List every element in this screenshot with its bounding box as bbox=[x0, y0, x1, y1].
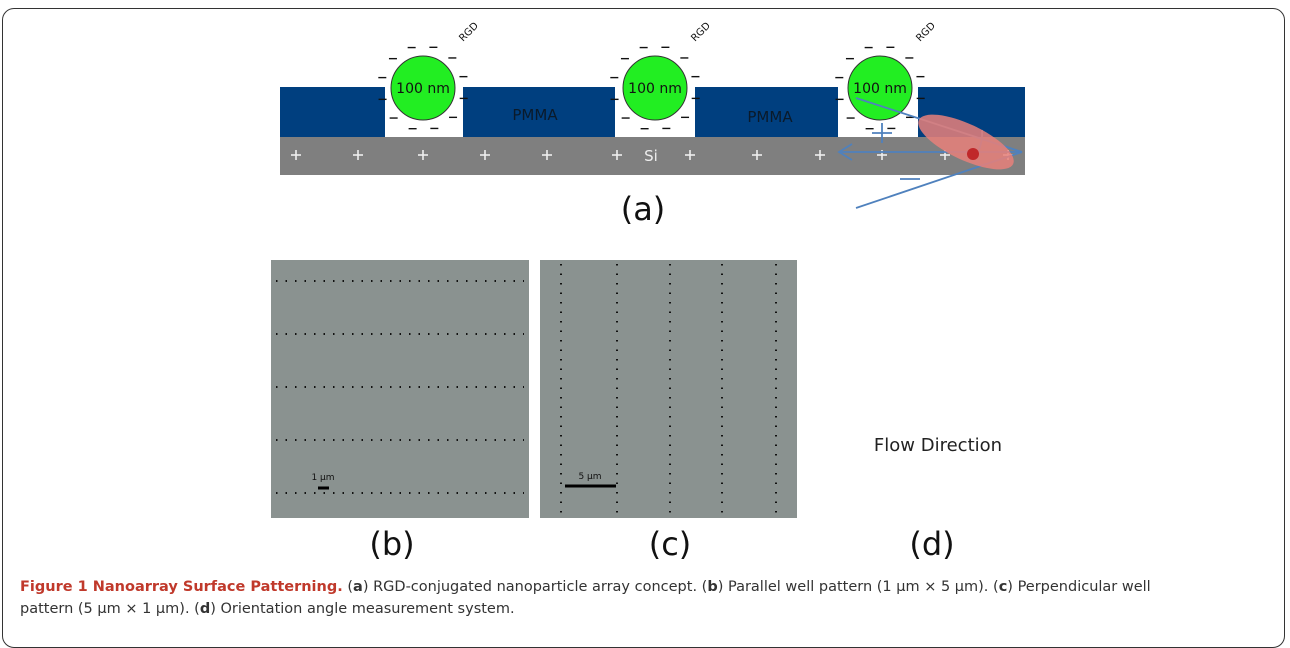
micrograph bbox=[271, 260, 529, 518]
caption-panel-letter: a bbox=[353, 579, 363, 595]
caption-title: Figure 1 Nanoarray Surface Patterning. bbox=[20, 579, 343, 595]
panel-label: (d) bbox=[909, 525, 954, 563]
page: PMMA PMMA Si 100 nm RGD 100 nm RGD 100 nm RGD… bbox=[0, 0, 1290, 630]
caption-panel-letter: c bbox=[999, 579, 1008, 595]
ligand-label: RGD bbox=[457, 20, 481, 44]
particle-size: 100 nm bbox=[628, 81, 682, 97]
substrate-label: Si bbox=[644, 147, 658, 165]
figure: PMMA PMMA Si 100 nm RGD 100 nm RGD 100 nm RGD… bbox=[0, 0, 1290, 630]
scale-label: 1 µm bbox=[311, 473, 334, 483]
ligand-label: RGD bbox=[689, 20, 713, 44]
annotation: Flow Direction bbox=[874, 435, 1002, 456]
caption: Figure 1 Nanoarray Surface Patterning. (… bbox=[20, 576, 1200, 620]
layer-label: PMMA bbox=[747, 108, 793, 126]
panel-label: (b) bbox=[369, 525, 414, 563]
particles: 100 nm RGD 100 nm RGD 100 nm RGD bbox=[378, 20, 938, 137]
ligand-label: RGD bbox=[914, 20, 938, 44]
caption-panel-letter: d bbox=[200, 601, 210, 617]
caption-panel-letter: b bbox=[707, 579, 717, 595]
caption-text: ) RGD-conjugated nanoparticle array conc… bbox=[363, 579, 708, 595]
panel-b: 1 µm (b) bbox=[271, 260, 529, 563]
layer-label: PMMA bbox=[512, 106, 558, 124]
panel-label: (c) bbox=[649, 525, 692, 563]
panel-c: 5 µm (c) bbox=[540, 260, 797, 563]
particle-size: 100 nm bbox=[853, 81, 907, 97]
panel-label: (a) bbox=[621, 190, 666, 228]
particle-size: 100 nm bbox=[396, 81, 450, 97]
scale-label: 5 µm bbox=[578, 472, 601, 482]
panel-a: PMMA PMMA Si 100 nm RGD 100 nm RGD 100 nm RGD… bbox=[280, 20, 1025, 228]
nucleus bbox=[967, 148, 979, 160]
caption-text: ) Orientation angle measurement system. bbox=[210, 601, 514, 617]
caption-text: ) Parallel well pattern (1 µm × 5 µm). ( bbox=[718, 579, 999, 595]
